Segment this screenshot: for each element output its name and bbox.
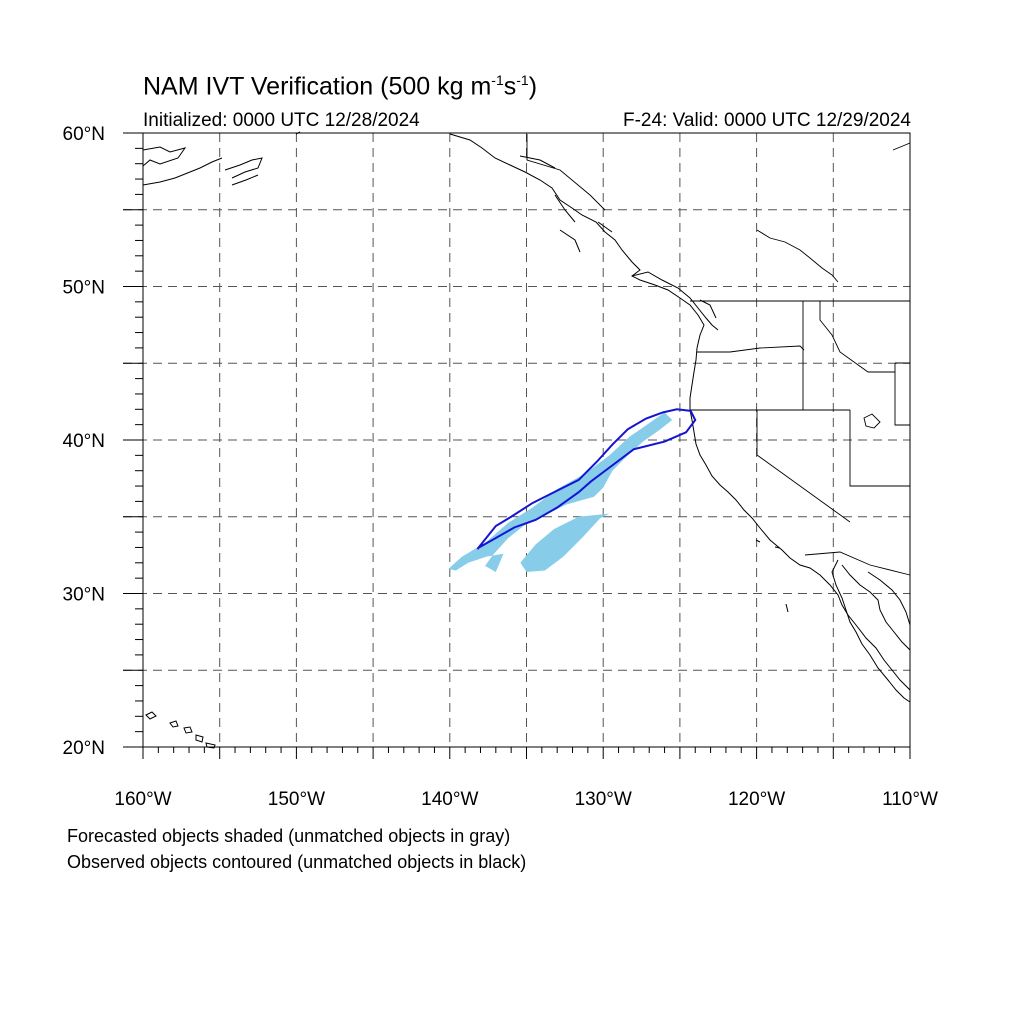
initialized-label: Initialized: 0000 UTC 12/28/2024 xyxy=(143,110,420,131)
title-prefix: NAM IVT Verification (500 kg m xyxy=(143,72,492,101)
map-title: NAM IVT Verification (500 kg m-1s-1) xyxy=(143,72,537,101)
coastline-baja xyxy=(831,559,911,703)
title-suffix: ) xyxy=(528,72,538,101)
map-frame xyxy=(123,132,911,759)
alaska-canada-border xyxy=(526,134,606,211)
observed-ivt-contour xyxy=(476,408,697,550)
forecast-ivt-object-lobe xyxy=(520,513,610,573)
observed-objects xyxy=(476,408,697,550)
legend-forecast-note: Forecasted objects shaded (unmatched obj… xyxy=(67,826,511,846)
coastline-mexico-mainland xyxy=(867,571,911,626)
coastline-alaska xyxy=(142,131,301,186)
hawaii-islands xyxy=(145,711,216,749)
axis-labels: 60°N 50°N 40°N 30°N 20°N 160°W 150°W 140°W 130°W… xyxy=(63,124,938,810)
lon-tick-label: 140°W xyxy=(421,789,478,810)
title-unit-s: s xyxy=(503,72,517,101)
lat-tick-label: 20°N xyxy=(63,738,105,759)
title-exponent-1: -1 xyxy=(491,72,504,88)
canada-river-lines xyxy=(756,142,911,283)
forecast-objects xyxy=(448,412,673,573)
lat-tick-label: 40°N xyxy=(63,431,105,452)
lat-lon-grid xyxy=(123,133,910,747)
lon-tick-label: 130°W xyxy=(575,789,632,810)
lon-tick-label: 120°W xyxy=(728,789,785,810)
state-borders xyxy=(690,301,911,576)
coastline-us-west xyxy=(689,347,911,691)
political-borders xyxy=(526,134,911,576)
legend-observed-note: Observed objects contoured (unmatched ob… xyxy=(67,852,527,872)
coastline-vancouver-island xyxy=(631,271,719,331)
valid-time-label: F-24: Valid: 0000 UTC 12/29/2024 xyxy=(623,110,911,131)
coastlines xyxy=(142,131,911,749)
canada-lake-outline xyxy=(756,142,911,283)
lat-tick-label: 50°N xyxy=(63,278,105,299)
channel-islands xyxy=(755,539,789,613)
lon-tick-label: 160°W xyxy=(114,789,171,810)
title-exponent-2: -1 xyxy=(516,72,529,88)
lat-tick-label: 30°N xyxy=(63,585,105,606)
lon-tick-label: 150°W xyxy=(268,789,325,810)
lon-tick-label: 110°W xyxy=(882,789,938,810)
great-salt-lake xyxy=(863,413,881,429)
lat-tick-label: 60°N xyxy=(63,124,105,145)
coastline-se-alaska xyxy=(449,133,705,349)
